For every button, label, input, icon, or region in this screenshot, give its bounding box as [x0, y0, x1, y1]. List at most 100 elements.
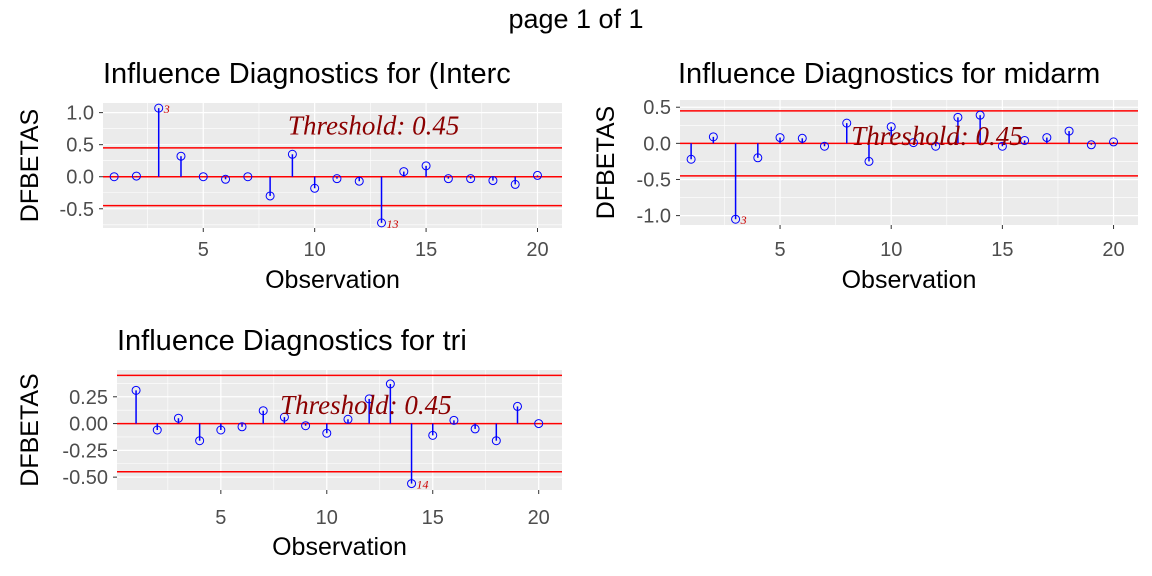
- x-tick-label: 10: [316, 507, 338, 529]
- data-point: [407, 479, 417, 489]
- y-tick-label: 0.00: [69, 414, 108, 436]
- data-point: [310, 183, 320, 193]
- x-tick-label: 5: [215, 507, 226, 529]
- chart-title: Influence Diagnostics for midarm: [678, 58, 1100, 90]
- data-point: [152, 425, 162, 435]
- x-tick-label: 5: [774, 239, 785, 261]
- data-point: [491, 436, 501, 446]
- data-point: [421, 161, 431, 171]
- plot-panel: [680, 100, 1138, 225]
- data-point: [258, 406, 268, 416]
- data-point: [488, 176, 498, 186]
- x-tick-label: 20: [526, 239, 548, 261]
- threshold-label: Threshold: 0.45: [288, 110, 460, 140]
- y-tick-label: -0.5: [637, 169, 671, 191]
- data-point: [237, 422, 247, 432]
- data-point: [864, 156, 874, 166]
- data-point: [287, 149, 297, 159]
- x-tick-label: 15: [422, 507, 444, 529]
- point-label: 13: [387, 217, 399, 231]
- data-point: [1109, 137, 1119, 147]
- data-point: [686, 154, 696, 164]
- data-point: [534, 419, 544, 429]
- data-point: [322, 428, 332, 438]
- data-point: [198, 172, 208, 182]
- data-point: [428, 430, 438, 440]
- y-tick-label: -1.0: [637, 206, 671, 228]
- data-point: [775, 133, 785, 143]
- data-point: [1020, 135, 1030, 145]
- data-point: [221, 174, 231, 184]
- x-tick-label: 20: [1102, 239, 1124, 261]
- point-label: 3: [740, 213, 747, 227]
- data-point: [997, 141, 1007, 151]
- data-point: [131, 385, 141, 395]
- x-axis-label: Observation: [265, 266, 400, 294]
- data-point: [908, 138, 918, 148]
- x-axis-label: Observation: [272, 533, 407, 561]
- chart-panel-1: 3 13 Threshold: 0.45 -0.5 0.0 0.5 1.0 5 10 15 20 Ob…: [16, 58, 562, 294]
- data-point: [377, 218, 387, 228]
- data-point: [343, 414, 353, 424]
- data-point: [466, 174, 476, 184]
- chart-panel-2: 3 Threshold: 0.45 -1.0 -0.5 0.0 0.5 5 10 15 20 Obs…: [592, 58, 1138, 294]
- data-point: [176, 151, 186, 161]
- data-point: [953, 112, 963, 122]
- x-tick-label: 5: [198, 239, 209, 261]
- x-tick-label: 10: [304, 239, 326, 261]
- y-tick-label: -0.25: [62, 440, 108, 462]
- data-point: [385, 379, 395, 389]
- data-point: [1086, 140, 1096, 150]
- y-tick-label: -0.5: [60, 199, 94, 221]
- page-title: page 1 of 1: [508, 4, 644, 34]
- y-tick-label: 0.25: [69, 387, 108, 409]
- chart-panel-3: 14 Threshold: 0.45 -0.50 -0.25 0.00 0.25 5 10 15…: [16, 325, 562, 561]
- data-point: [470, 424, 480, 434]
- data-point: [510, 179, 520, 189]
- data-point: [354, 176, 364, 186]
- data-point: [886, 122, 896, 132]
- threshold-label: Threshold: 0.45: [280, 390, 452, 420]
- data-point: [975, 110, 985, 120]
- data-point: [513, 401, 522, 411]
- y-tick-label: 0.0: [66, 167, 94, 189]
- data-point: [109, 172, 119, 182]
- chart-title: Influence Diagnostics for tri: [117, 325, 467, 357]
- y-axis-label: DFBETAS: [16, 109, 44, 222]
- data-point: [842, 118, 852, 128]
- data-point: [279, 412, 289, 422]
- data-point: [820, 141, 830, 151]
- data-point: [364, 394, 374, 404]
- data-point: [332, 174, 342, 184]
- data-point: [301, 421, 311, 431]
- data-point: [443, 174, 453, 184]
- y-tick-label: 0.0: [643, 133, 671, 155]
- data-point: [532, 170, 542, 180]
- y-tick-label: -0.50: [62, 467, 108, 489]
- data-point: [708, 132, 718, 142]
- data-point: [154, 103, 164, 113]
- y-tick-label: 1.0: [66, 103, 94, 125]
- data-point: [216, 425, 226, 435]
- data-point: [265, 191, 275, 201]
- data-point: [195, 436, 205, 446]
- data-point: [1064, 126, 1074, 136]
- x-tick-label: 10: [880, 239, 902, 261]
- data-point: [243, 172, 253, 182]
- data-point: [173, 413, 183, 423]
- data-point: [731, 214, 741, 224]
- point-label: 14: [417, 478, 429, 492]
- y-tick-label: 0.5: [643, 97, 671, 119]
- data-point: [131, 171, 141, 181]
- data-point: [1042, 133, 1052, 143]
- data-point: [399, 167, 409, 177]
- point-label: 3: [163, 102, 170, 116]
- y-axis-label: DFBETAS: [592, 106, 620, 219]
- chart-title: Influence Diagnostics for (Interc: [103, 58, 511, 90]
- y-tick-label: 0.5: [66, 135, 94, 157]
- y-axis-label: DFBETAS: [16, 373, 44, 486]
- x-tick-label: 15: [991, 239, 1013, 261]
- plot-panel: [103, 103, 562, 228]
